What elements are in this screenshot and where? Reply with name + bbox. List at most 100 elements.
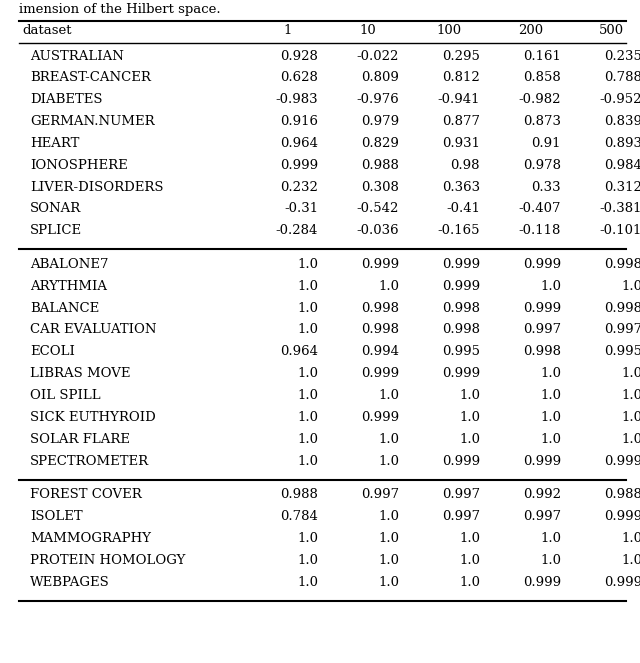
Text: 1.0: 1.0 xyxy=(459,554,480,567)
Text: 0.931: 0.931 xyxy=(442,137,480,150)
Text: 1: 1 xyxy=(283,24,291,36)
Text: 0.997: 0.997 xyxy=(361,488,399,501)
Text: 1.0: 1.0 xyxy=(297,367,318,380)
Text: 0.995: 0.995 xyxy=(442,345,480,358)
Text: 1.0: 1.0 xyxy=(540,367,561,380)
Text: 0.877: 0.877 xyxy=(442,115,480,128)
Text: 1.0: 1.0 xyxy=(540,554,561,567)
Text: PROTEIN HOMOLOGY: PROTEIN HOMOLOGY xyxy=(30,554,186,567)
Text: BALANCE: BALANCE xyxy=(30,302,100,315)
Text: 1.0: 1.0 xyxy=(540,280,561,293)
Text: 0.999: 0.999 xyxy=(361,258,399,271)
Text: -0.982: -0.982 xyxy=(518,93,561,106)
Text: 0.873: 0.873 xyxy=(523,115,561,128)
Text: 1.0: 1.0 xyxy=(459,411,480,424)
Text: -0.118: -0.118 xyxy=(518,224,561,237)
Text: 0.788: 0.788 xyxy=(604,72,640,84)
Text: 0.33: 0.33 xyxy=(531,180,561,194)
Text: 1.0: 1.0 xyxy=(297,532,318,545)
Text: SICK EUTHYROID: SICK EUTHYROID xyxy=(30,411,156,424)
Text: -0.022: -0.022 xyxy=(356,50,399,62)
Text: 0.999: 0.999 xyxy=(361,411,399,424)
Text: ABALONE7: ABALONE7 xyxy=(30,258,109,271)
Text: 0.999: 0.999 xyxy=(523,575,561,589)
Text: 0.839: 0.839 xyxy=(604,115,640,128)
Text: 0.998: 0.998 xyxy=(604,302,640,315)
Text: 0.999: 0.999 xyxy=(604,510,640,523)
Text: 0.997: 0.997 xyxy=(442,488,480,501)
Text: imension of the Hilbert space.: imension of the Hilbert space. xyxy=(19,3,221,17)
Text: CAR EVALUATION: CAR EVALUATION xyxy=(30,324,157,337)
Text: 0.988: 0.988 xyxy=(604,488,640,501)
Text: 0.999: 0.999 xyxy=(361,367,399,380)
Text: 1.0: 1.0 xyxy=(540,389,561,402)
Text: 0.999: 0.999 xyxy=(280,158,318,172)
Text: IONOSPHERE: IONOSPHERE xyxy=(30,158,128,172)
Text: 0.997: 0.997 xyxy=(523,324,561,337)
Text: LIVER-DISORDERS: LIVER-DISORDERS xyxy=(30,180,164,194)
Text: 200: 200 xyxy=(518,24,543,36)
Text: 1.0: 1.0 xyxy=(621,554,640,567)
Text: 0.363: 0.363 xyxy=(442,180,480,194)
Text: 0.161: 0.161 xyxy=(523,50,561,62)
Text: 0.999: 0.999 xyxy=(442,258,480,271)
Text: -0.165: -0.165 xyxy=(438,224,480,237)
Text: 1.0: 1.0 xyxy=(378,575,399,589)
Text: 1.0: 1.0 xyxy=(621,532,640,545)
Text: 0.998: 0.998 xyxy=(361,302,399,315)
Text: 0.992: 0.992 xyxy=(523,488,561,501)
Text: MAMMOGRAPHY: MAMMOGRAPHY xyxy=(30,532,152,545)
Text: DIABETES: DIABETES xyxy=(30,93,103,106)
Text: 1.0: 1.0 xyxy=(297,280,318,293)
Text: -0.952: -0.952 xyxy=(600,93,640,106)
Text: 1.0: 1.0 xyxy=(297,258,318,271)
Text: 0.984: 0.984 xyxy=(604,158,640,172)
Text: ISOLET: ISOLET xyxy=(30,510,83,523)
Text: 1.0: 1.0 xyxy=(378,389,399,402)
Text: 0.308: 0.308 xyxy=(361,180,399,194)
Text: 0.988: 0.988 xyxy=(280,488,318,501)
Text: 1.0: 1.0 xyxy=(297,302,318,315)
Text: 0.999: 0.999 xyxy=(523,258,561,271)
Text: 0.232: 0.232 xyxy=(280,180,318,194)
Text: 0.998: 0.998 xyxy=(523,345,561,358)
Text: SPLICE: SPLICE xyxy=(30,224,83,237)
Text: 0.998: 0.998 xyxy=(604,258,640,271)
Text: 1.0: 1.0 xyxy=(378,455,399,467)
Text: 1.0: 1.0 xyxy=(621,389,640,402)
Text: LIBRAS MOVE: LIBRAS MOVE xyxy=(30,367,131,380)
Text: 1.0: 1.0 xyxy=(297,575,318,589)
Text: 0.312: 0.312 xyxy=(604,180,640,194)
Text: -0.407: -0.407 xyxy=(518,202,561,215)
Text: 0.999: 0.999 xyxy=(442,367,480,380)
Text: GERMAN.NUMER: GERMAN.NUMER xyxy=(30,115,155,128)
Text: HEART: HEART xyxy=(30,137,80,150)
Text: 0.235: 0.235 xyxy=(604,50,640,62)
Text: 0.994: 0.994 xyxy=(361,345,399,358)
Text: 1.0: 1.0 xyxy=(297,411,318,424)
Text: -0.284: -0.284 xyxy=(276,224,318,237)
Text: 0.999: 0.999 xyxy=(523,455,561,467)
Text: 0.988: 0.988 xyxy=(361,158,399,172)
Text: -0.983: -0.983 xyxy=(275,93,318,106)
Text: -0.941: -0.941 xyxy=(438,93,480,106)
Text: 0.998: 0.998 xyxy=(361,324,399,337)
Text: dataset: dataset xyxy=(22,24,72,36)
Text: BREAST-CANCER: BREAST-CANCER xyxy=(30,72,151,84)
Text: 0.784: 0.784 xyxy=(280,510,318,523)
Text: 0.997: 0.997 xyxy=(442,510,480,523)
Text: 1.0: 1.0 xyxy=(378,433,399,446)
Text: 1.0: 1.0 xyxy=(621,367,640,380)
Text: -0.976: -0.976 xyxy=(356,93,399,106)
Text: 1.0: 1.0 xyxy=(378,554,399,567)
Text: 1.0: 1.0 xyxy=(378,280,399,293)
Text: 1.0: 1.0 xyxy=(621,280,640,293)
Text: 0.98: 0.98 xyxy=(451,158,480,172)
Text: 0.858: 0.858 xyxy=(524,72,561,84)
Text: 10: 10 xyxy=(360,24,376,36)
Text: SONAR: SONAR xyxy=(30,202,82,215)
Text: 0.295: 0.295 xyxy=(442,50,480,62)
Text: ECOLI: ECOLI xyxy=(30,345,76,358)
Text: 0.995: 0.995 xyxy=(604,345,640,358)
Text: 1.0: 1.0 xyxy=(378,532,399,545)
